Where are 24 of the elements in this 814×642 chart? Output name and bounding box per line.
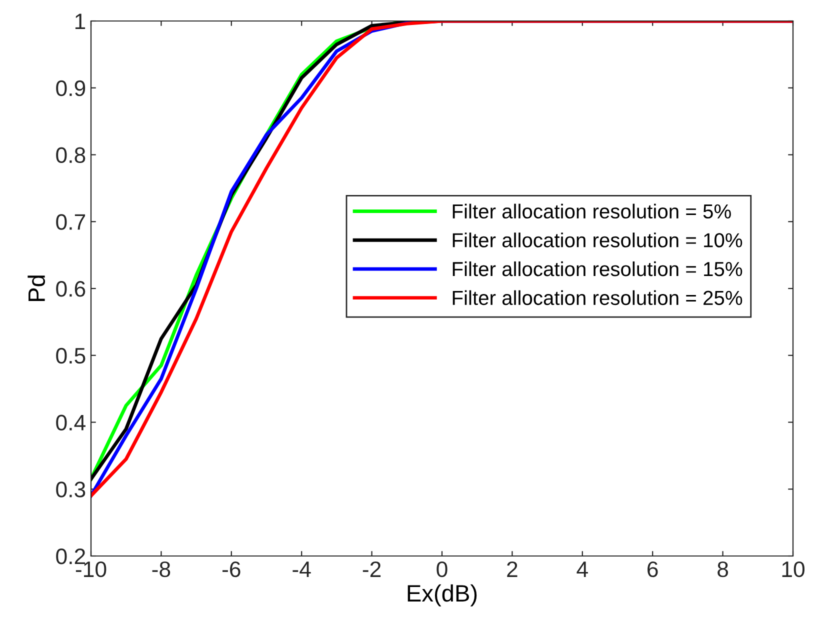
legend-label: Filter allocation resolution = 15% — [452, 261, 742, 276]
y-tick-label: 0.4 — [56, 414, 86, 431]
x-tick-label: 10 — [782, 561, 804, 578]
x-tick-label: 6 — [648, 561, 658, 578]
x-tick-label: -6 — [222, 561, 240, 578]
y-tick-label: 0.5 — [56, 348, 86, 364]
x-axis-title: Ex(dB) — [408, 584, 477, 606]
y-tick-label: 0.8 — [56, 147, 86, 164]
x-tick-label: -4 — [292, 562, 311, 577]
x-tick-label: 0 — [436, 561, 448, 578]
legend-label: Filter allocation resolution = 10% — [452, 232, 742, 248]
legend-label: Filter allocation resolution = 25% — [452, 290, 742, 306]
x-tick-label: 2 — [507, 561, 518, 577]
y-tick-label: 0.7 — [56, 214, 86, 230]
y-tick-label: 0.9 — [56, 80, 86, 96]
x-tick-label: 8 — [718, 561, 728, 578]
y-tick-label: 0.6 — [56, 281, 86, 297]
legend-label: Filter allocation resolution = 5% — [452, 204, 731, 219]
y-axis-title: Pd — [28, 276, 46, 302]
x-tick-label: -2 — [362, 561, 381, 577]
y-tick-label: 1 — [75, 14, 86, 30]
x-tick-label: 4 — [576, 562, 588, 577]
x-tick-label: -8 — [152, 561, 170, 578]
y-tick-label: 0.3 — [56, 482, 86, 498]
